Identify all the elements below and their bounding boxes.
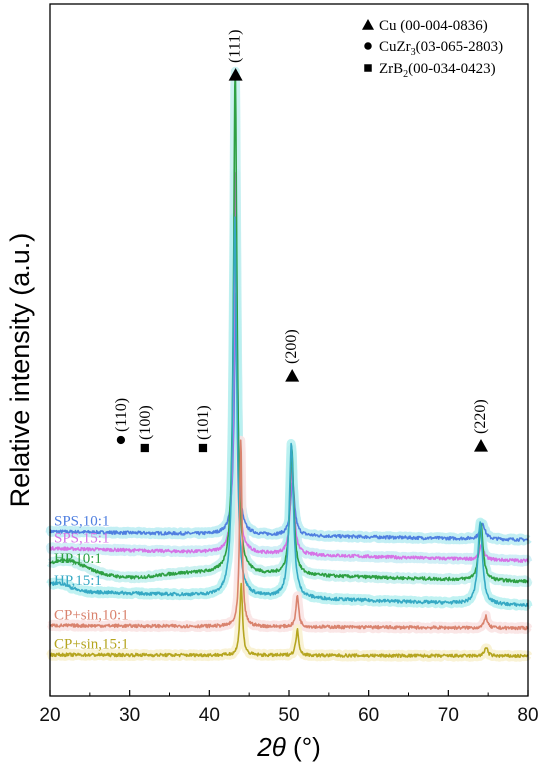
legend-marker-triangle [362, 19, 374, 30]
x-axis-label: 2θ (°) [256, 732, 321, 762]
series-label-1: SPS,15:1 [54, 530, 109, 546]
series-line-5 [49, 582, 529, 659]
x-tick-label-50: 50 [278, 705, 299, 726]
y-axis-label: Relative intensity (a.u.) [5, 233, 35, 508]
triangle-marker-0 [228, 68, 243, 81]
legend-label: Cu (00-004-0836) [379, 18, 488, 34]
square-marker-5 [198, 443, 208, 453]
legend-marker-circle [364, 42, 372, 50]
x-tick-label-70: 70 [438, 705, 459, 726]
series-label-0: SPS,10:1 [54, 514, 109, 530]
series-label-5: CP+sin,15:1 [54, 637, 129, 653]
circle-marker-3 [116, 435, 126, 445]
x-tick-label-80: 80 [517, 705, 538, 726]
legend: Cu (00-004-0836)CuZr3(03-065-2803)ZrB2(0… [362, 18, 503, 80]
legend-marker-square [364, 64, 372, 72]
x-tick-label-40: 40 [199, 705, 220, 726]
legend-entry-0: Cu (00-004-0836) [379, 18, 488, 34]
square-marker-4 [140, 443, 149, 453]
x-axis-label-unit: (°) [286, 732, 321, 762]
series-line-4 [49, 439, 529, 631]
legend-entry-1: CuZr3(03-065-2803) [379, 39, 503, 58]
series-label-4: CP+sin,10:1 [54, 607, 129, 623]
x-tick-label-30: 30 [119, 705, 140, 726]
x-tick-label-20: 20 [39, 705, 60, 726]
series-label-3: HP,15:1 [54, 573, 102, 589]
legend-entry-2: ZrB2(00-034-0423) [379, 61, 496, 80]
series-label-2: HP,10:1 [54, 551, 102, 567]
legend-label-main: ZrB [379, 61, 403, 77]
triangle-marker-2 [473, 439, 488, 452]
legend-label-main: CuZr [379, 39, 411, 55]
legend-label-rest: (03-065-2803) [416, 39, 503, 55]
peak-label-200: (200) [283, 329, 300, 364]
series-line-3 [49, 216, 529, 608]
x-tick-label-60: 60 [358, 705, 379, 726]
peak-label-110: (110) [113, 398, 130, 432]
peak-annotations: (111) (200) (220) (110) (100) (101) [113, 30, 489, 453]
triangle-marker-1 [285, 369, 300, 382]
legend-label-rest: (00-034-0423) [408, 61, 495, 77]
x-axis-label-symbol: 2θ [256, 732, 286, 762]
peak-label-111: (111) [227, 30, 244, 63]
legend-label-sub: 3 [411, 47, 416, 58]
series-lines [49, 70, 529, 659]
peak-label-100: (100) [137, 405, 154, 440]
legend-label-sub: 2 [403, 69, 408, 80]
x-axis: 20 30 40 50 60 70 80 [39, 690, 539, 726]
peak-label-220: (220) [472, 399, 489, 434]
peak-label-101: (101) [195, 405, 212, 440]
